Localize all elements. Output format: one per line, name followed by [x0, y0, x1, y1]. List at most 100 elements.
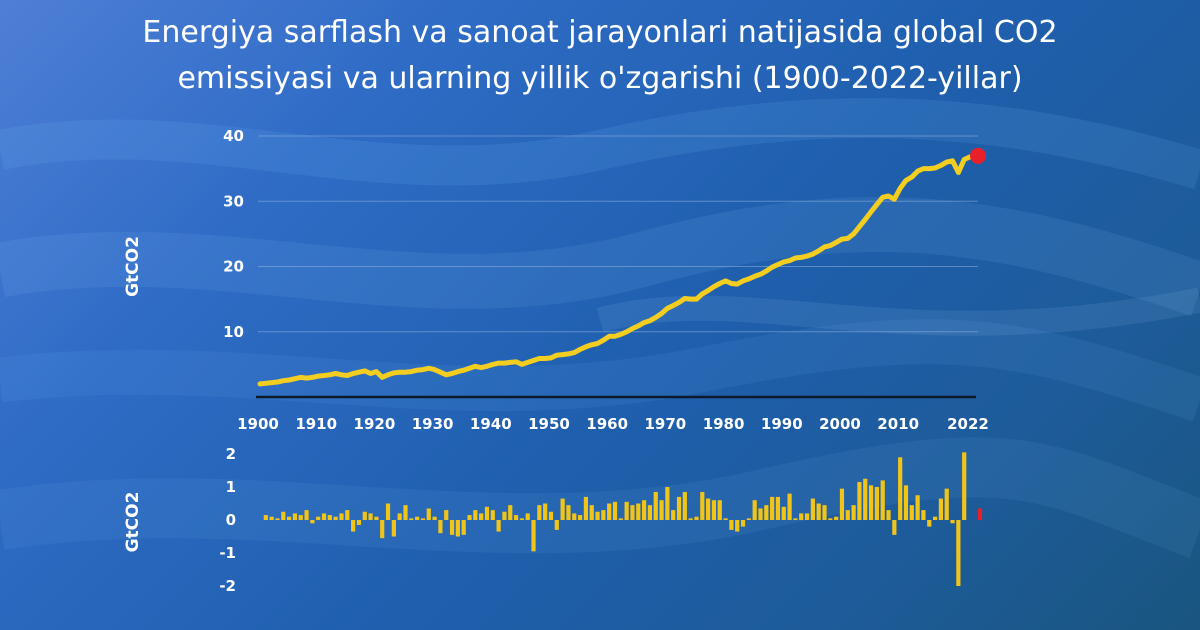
- y-tick-label: -2: [219, 577, 236, 595]
- bar: [694, 516, 699, 520]
- bar: [956, 520, 961, 586]
- bar: [391, 520, 396, 537]
- bar: [426, 508, 431, 520]
- bar: [799, 513, 804, 520]
- bar: [281, 511, 286, 520]
- bar: [595, 511, 600, 520]
- bar: [834, 516, 839, 520]
- chart-title: Energiya sarflash va sanoat jarayonlari …: [40, 10, 1160, 102]
- bar: [787, 493, 792, 520]
- bar: [531, 520, 536, 552]
- bar: [368, 513, 373, 520]
- y-tick-label: 1: [226, 478, 236, 496]
- series-line: [257, 154, 973, 387]
- bar: [292, 513, 298, 520]
- y-axis-label: GtCO2: [123, 236, 143, 297]
- bar: [921, 510, 926, 520]
- y-tick-label: -1: [219, 544, 236, 562]
- bar: [496, 520, 501, 532]
- x-tick-label: 1920: [354, 415, 396, 433]
- bar: [711, 500, 717, 520]
- x-tick-label: 1950: [528, 415, 570, 433]
- bar: [717, 500, 722, 520]
- bar: [927, 520, 932, 527]
- bar: [746, 518, 751, 520]
- bar: [630, 505, 635, 520]
- bar: [915, 495, 920, 520]
- bar: [321, 513, 327, 520]
- x-tick-label: 1940: [470, 415, 512, 433]
- bar: [577, 515, 583, 520]
- bar: [944, 488, 949, 520]
- bar: [467, 515, 472, 520]
- bar: [560, 498, 565, 520]
- x-tick-label: 1980: [703, 415, 745, 433]
- bar: [903, 485, 909, 520]
- bar: [589, 505, 594, 520]
- bar: [676, 496, 682, 520]
- bar: [641, 500, 647, 520]
- bar: [374, 516, 379, 520]
- bar: [950, 520, 955, 524]
- bar: [444, 510, 449, 520]
- bar: [333, 516, 338, 520]
- bar: [513, 515, 519, 520]
- bar: [863, 478, 868, 520]
- bar: [385, 503, 391, 520]
- chart-title-line-1: Energiya sarflash va sanoat jarayonlari …: [142, 15, 1058, 50]
- bar: [793, 518, 798, 520]
- bar: [490, 510, 495, 520]
- bar: [740, 520, 746, 527]
- y-tick-label: 30: [223, 192, 244, 210]
- x-tick-label: 1960: [586, 415, 628, 433]
- y-tick-label: 0: [226, 511, 236, 529]
- bar: [455, 520, 460, 537]
- bar: [723, 518, 728, 520]
- y-axis-label: GtCO2: [123, 492, 143, 553]
- bar: [729, 520, 734, 530]
- bar: [816, 503, 821, 520]
- x-tick-label: 1970: [645, 415, 687, 433]
- bar: [316, 516, 321, 520]
- bar: [653, 491, 658, 520]
- bar: [543, 503, 548, 520]
- bar: [310, 520, 315, 524]
- bar: [601, 510, 606, 520]
- bar: [688, 518, 693, 520]
- bar: [461, 520, 466, 535]
- bar: [356, 520, 362, 525]
- bar: [479, 513, 484, 520]
- bar: [909, 505, 914, 520]
- bar: [345, 510, 350, 520]
- bar: [764, 505, 769, 520]
- chart-title-line-2: emissiyasi va ularning yillik o'zgarishi…: [177, 61, 1023, 96]
- bar: [659, 500, 664, 520]
- bar: [409, 518, 414, 520]
- bar: [700, 491, 705, 520]
- y-tick-label: 2: [226, 445, 236, 463]
- bar: [403, 505, 408, 520]
- x-tick-label: 2000: [819, 415, 861, 433]
- bar: [839, 488, 845, 520]
- bar: [438, 520, 443, 534]
- bar: [275, 518, 280, 520]
- latest-point: [970, 147, 986, 164]
- bar: [380, 520, 385, 539]
- bar: [415, 516, 420, 520]
- bar: [484, 506, 490, 520]
- latest-bar: [977, 508, 983, 520]
- bar: [566, 505, 571, 520]
- bar: [735, 520, 740, 532]
- bar: [706, 498, 711, 520]
- bar: [804, 513, 810, 520]
- bar: [671, 510, 676, 520]
- y-tick-label: 40: [223, 127, 244, 145]
- y-tick-label: 10: [223, 323, 244, 341]
- bar: [851, 505, 856, 520]
- bar: [868, 485, 874, 520]
- bar: [828, 518, 833, 520]
- bar: [962, 452, 967, 520]
- bar: [775, 496, 781, 520]
